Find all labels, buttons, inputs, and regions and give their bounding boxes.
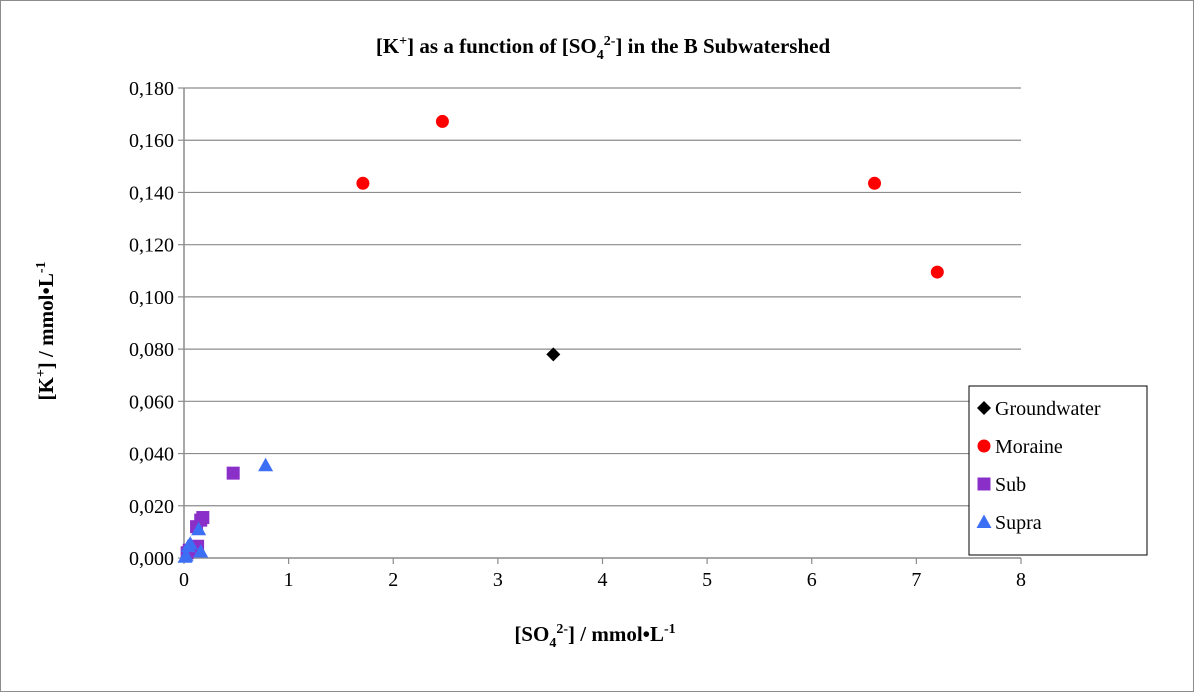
x-tick-label: 2 (388, 569, 398, 591)
data-point-supra (258, 457, 274, 472)
legend-box (968, 385, 1148, 556)
legend-marker-moraine (977, 439, 991, 453)
y-tick-label: 0,100 (129, 287, 174, 309)
data-point-supra (193, 543, 209, 558)
x-tick-label: 4 (598, 569, 608, 591)
data-point-moraine (930, 265, 944, 279)
legend-label-sub: Sub (995, 474, 1026, 496)
y-tick-label: 0,000 (129, 548, 174, 570)
data-point-supra (191, 521, 207, 536)
x-tick-label: 1 (284, 569, 294, 591)
grid-lines (184, 87, 1021, 507)
data-point-supra (177, 549, 193, 563)
legend: Groundwater Moraine Sub Supra (968, 385, 1148, 556)
x-ticks: 0 1 2 3 4 5 6 7 8 (179, 558, 1026, 591)
x-tick-label: 7 (911, 569, 921, 591)
y-ticks: 0,000 0,020 0,040 0,060 0,080 0,100 0,120 0,140… (129, 78, 184, 570)
y-tick-label: 0,020 (129, 496, 174, 518)
x-axis-title: [SO42-] / mmol•L-1 (514, 622, 675, 651)
legend-label-moraine: Moraine (995, 436, 1063, 458)
x-tick-label: 8 (1016, 569, 1026, 591)
data-point-moraine (356, 176, 370, 190)
x-tick-label: 3 (493, 569, 503, 591)
y-tick-label: 0,160 (129, 130, 174, 152)
y-tick-label: 0,060 (129, 391, 174, 413)
x-tick-label: 5 (702, 569, 712, 591)
legend-label-supra: Supra (995, 512, 1042, 534)
data-point-groundwater (546, 347, 561, 362)
data-point-supra (180, 538, 196, 553)
legend-label-groundwater: Groundwater (995, 398, 1101, 420)
data-point-moraine (868, 176, 882, 190)
data-points (177, 114, 944, 563)
y-axis-title: [K+] / mmol•L-1 (34, 262, 58, 401)
y-tick-label: 0,080 (129, 339, 174, 361)
legend-marker-supra (976, 514, 992, 528)
y-tick-label: 0,140 (129, 182, 174, 204)
legend-marker-sub (977, 477, 991, 491)
y-tick-label: 0,180 (129, 78, 174, 100)
x-tick-label: 6 (807, 569, 817, 591)
data-point-sub (226, 466, 240, 480)
y-tick-label: 0,120 (129, 235, 174, 257)
legend-marker-groundwater (977, 401, 991, 415)
x-tick-label: 0 (179, 569, 189, 591)
y-tick-label: 0,040 (129, 444, 174, 466)
data-point-moraine (435, 114, 449, 128)
chart-title: [K+] as a function of [SO42-] in the B S… (376, 34, 831, 63)
